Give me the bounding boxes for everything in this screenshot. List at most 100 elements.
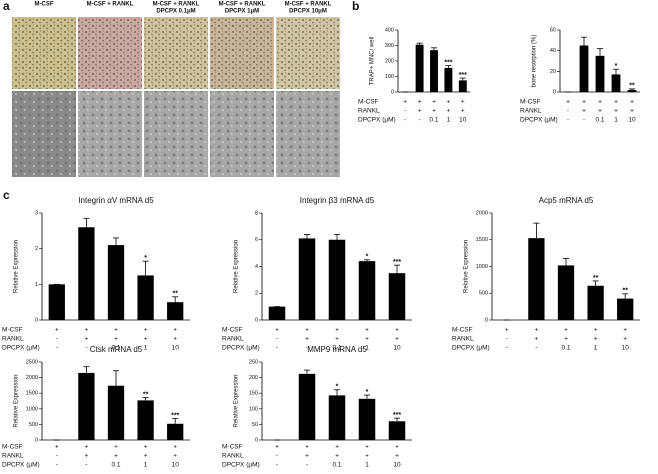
condition-value: + (418, 108, 422, 115)
condition-value: 1 (594, 345, 598, 352)
condition-value: 0.1 (332, 462, 341, 469)
condition-value: - (567, 117, 569, 124)
condition-value: + (114, 327, 118, 334)
y-tick-label: 60 (550, 27, 556, 33)
column-label: M-CSF + RANKL (153, 2, 200, 8)
y-tick-label: 0 (255, 437, 258, 443)
significance: * (144, 255, 147, 262)
condition-value: + (582, 99, 586, 106)
condition-name: RANKL (452, 336, 474, 343)
column-label: M-CSF (35, 2, 54, 8)
y-tick-label: 2 (255, 291, 258, 297)
condition-value: + (447, 108, 451, 115)
y-tick-label: 2000 (26, 375, 38, 381)
condition-name: DPCPX (μM) (222, 345, 260, 352)
condition-value: + (614, 99, 618, 106)
condition-value: 10 (459, 117, 467, 124)
bar (107, 245, 125, 320)
micrograph-texture (210, 17, 274, 89)
condition-value: - (567, 108, 569, 115)
bar (557, 265, 575, 320)
condition-name: RANKL (222, 453, 244, 460)
condition-value: + (144, 336, 148, 343)
y-tick-label: 1500 (26, 391, 38, 397)
significance: * (366, 254, 369, 261)
condition-value: + (365, 444, 369, 451)
y-tick-label: 1500 (476, 237, 488, 243)
y-tick-label: 1000 (476, 264, 488, 270)
y-tick-label: 1 (35, 282, 38, 288)
condition-value: + (432, 108, 436, 115)
condition-value: 1 (144, 462, 148, 469)
condition-name: RANKL (358, 108, 380, 115)
condition-name: M-CSF (520, 99, 541, 106)
condition-value: 0.1 (561, 345, 570, 352)
bar (78, 372, 95, 440)
condition-value: + (275, 327, 279, 334)
condition-name: RANKL (2, 336, 24, 343)
condition-name: M-CSF (452, 327, 473, 334)
condition-value: 10 (172, 345, 180, 352)
micrograph-texture (12, 91, 76, 177)
condition-value: + (461, 108, 465, 115)
condition-value: - (404, 117, 406, 124)
y-tick-label: 150 (249, 391, 258, 397)
condition-value: 0.1 (595, 117, 604, 124)
chart-title: Acp5 mRNA d5 (539, 196, 594, 205)
condition-value: + (365, 336, 369, 343)
condition-value: + (114, 336, 118, 343)
micrograph-texture (78, 91, 142, 177)
chart-title: MMP9 mRNA d5 (307, 345, 367, 354)
condition-value: - (85, 462, 87, 469)
y-tick-label: 20 (550, 69, 556, 75)
y-tick-label: 1000 (26, 406, 38, 412)
y-tick-label: 0 (35, 437, 38, 443)
condition-value: + (564, 336, 568, 343)
y-tick-label: 0 (255, 317, 258, 323)
condition-value: + (447, 99, 451, 106)
condition-value: + (173, 327, 177, 334)
bar (528, 238, 545, 320)
bar (611, 74, 621, 92)
condition-value: + (403, 99, 407, 106)
chart-title: Ctsk mRNA d5 (90, 345, 143, 354)
micrograph-texture (276, 91, 340, 177)
condition-value: + (55, 444, 59, 451)
condition-value: + (305, 444, 309, 451)
bar (328, 395, 346, 440)
condition-value: + (173, 336, 177, 343)
condition-value: 1 (447, 117, 451, 124)
condition-value: + (335, 336, 339, 343)
micrograph-texture (144, 17, 208, 89)
condition-value: + (582, 108, 586, 115)
y-tick-label: 200 (385, 58, 394, 64)
condition-value: + (623, 336, 627, 343)
y-tick-label: 2 (35, 246, 38, 252)
condition-value: + (305, 453, 309, 460)
condition-value: + (144, 453, 148, 460)
condition-value: 10 (622, 345, 630, 352)
bar (48, 284, 65, 320)
condition-value: - (56, 462, 58, 469)
condition-name: DPCPX (μM) (452, 345, 490, 352)
condition-value: + (85, 336, 89, 343)
condition-value: - (56, 345, 58, 352)
y-axis-label: Relative Expression (234, 374, 240, 427)
y-tick-label: 2000 (476, 210, 488, 216)
condition-value: + (114, 453, 118, 460)
bar (137, 275, 154, 320)
condition-value: + (335, 444, 339, 451)
significance: * (336, 384, 339, 391)
bar (358, 398, 376, 440)
condition-value: + (395, 327, 399, 334)
condition-value: + (173, 453, 177, 460)
y-tick-label: 50 (252, 422, 258, 428)
condition-value: - (506, 336, 508, 343)
bar (458, 80, 467, 92)
significance: * (615, 63, 618, 70)
bar (388, 421, 406, 440)
y-axis-label: TRAP+ MNC/ well (370, 37, 376, 86)
condition-name: RANKL (222, 336, 244, 343)
condition-name: DPCPX (μM) (2, 462, 40, 469)
bar (587, 285, 604, 320)
